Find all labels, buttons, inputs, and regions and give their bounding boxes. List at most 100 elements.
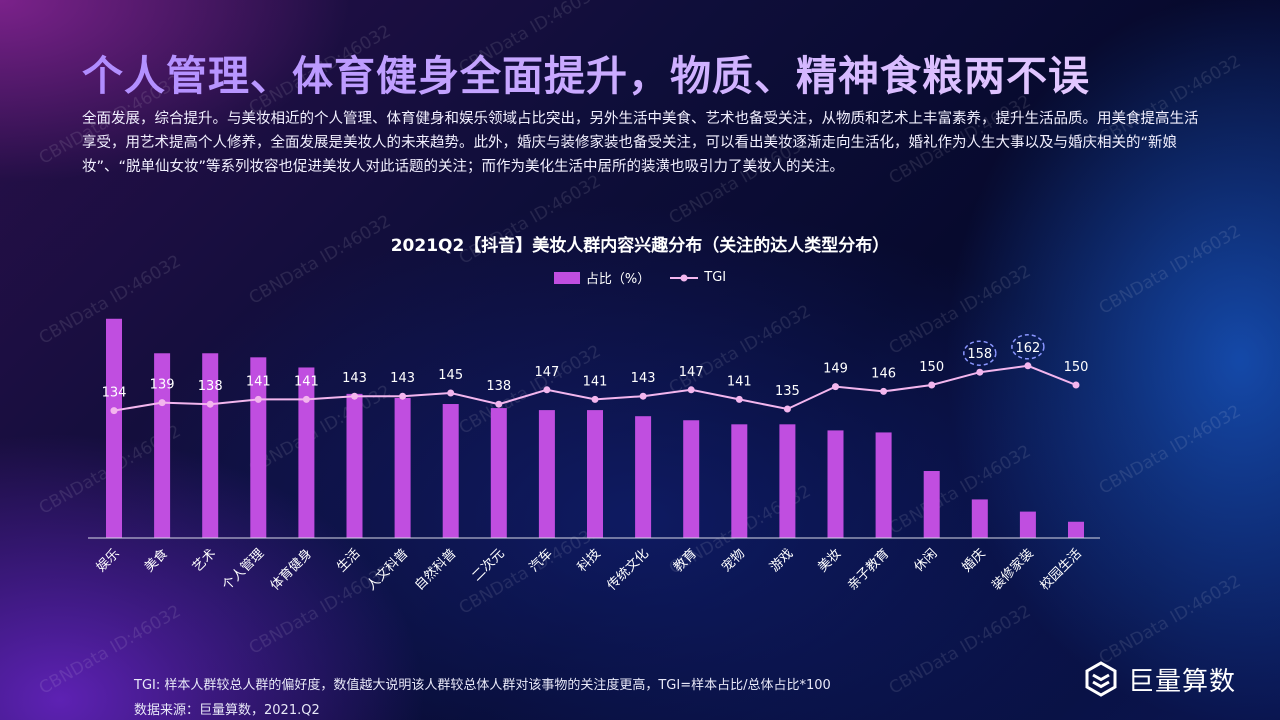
page-title: 个人管理、体育健身全面提升，物质、精神食粮两不误 bbox=[82, 42, 1090, 102]
category-label: 二次元 bbox=[469, 546, 508, 585]
tgi-data-label: 150 bbox=[1064, 360, 1089, 375]
category-label: 美食 bbox=[141, 546, 171, 576]
category-label: 生活 bbox=[334, 546, 363, 575]
tgi-point bbox=[254, 395, 262, 403]
category-label: 人文科普 bbox=[364, 546, 411, 593]
bar bbox=[779, 424, 796, 538]
tgi-point bbox=[351, 392, 358, 400]
highlight-ring bbox=[1011, 334, 1045, 360]
bar-line-chart: 134 139 138 141 141 143 143 145 138 147 141 143 147 1… bbox=[88, 318, 1100, 594]
tgi-data-label: 134 bbox=[102, 386, 127, 401]
bar bbox=[683, 420, 700, 538]
tgi-point bbox=[543, 386, 551, 394]
bar bbox=[346, 393, 363, 538]
tgi-footnote: TGI: 样本人群较总人群的偏好度，数值越大说明该人群较总体人群对该事物的关注度… bbox=[134, 678, 831, 693]
tgi-data-label: 162 bbox=[1015, 341, 1040, 356]
chart-title: 2021Q2【抖音】美妆人群内容兴趣分布（关注的达人类型分布） bbox=[390, 236, 890, 256]
bar bbox=[202, 353, 219, 538]
tgi-point bbox=[399, 392, 407, 400]
bar bbox=[971, 499, 988, 538]
legend-line-swatch bbox=[670, 274, 699, 281]
bar bbox=[875, 432, 892, 538]
bar bbox=[442, 404, 459, 538]
bar bbox=[731, 424, 748, 538]
legend-label-share: 占比（%） bbox=[585, 272, 651, 287]
tgi-point bbox=[976, 368, 984, 376]
tgi-data-label: 135 bbox=[775, 384, 800, 399]
category-label: 教育 bbox=[670, 546, 700, 576]
tgi-point bbox=[302, 395, 310, 403]
highlight-ring bbox=[963, 340, 997, 366]
category-label: 传统文化 bbox=[605, 546, 652, 593]
chart-legend: 占比（%） TGI bbox=[0, 268, 1280, 287]
tgi-data-label: 139 bbox=[150, 378, 175, 393]
legend-item-share: 占比（%） bbox=[553, 268, 651, 287]
tgi-point bbox=[591, 395, 599, 403]
tgi-data-label: 141 bbox=[294, 374, 319, 389]
tgi-point bbox=[110, 407, 118, 415]
tgi-point bbox=[1024, 362, 1032, 370]
category-label: 体育健身 bbox=[267, 546, 315, 594]
logo-text: 巨量算数 bbox=[1127, 666, 1236, 697]
tgi-data-label: 158 bbox=[967, 347, 992, 362]
page-description: 全面发展，综合提升。与美妆相近的个人管理、体育健身和娱乐领域占比突出，另外生活中… bbox=[82, 111, 1199, 175]
tgi-data-label: 141 bbox=[246, 374, 271, 389]
data-source: 数据来源：巨量算数，2021.Q2 bbox=[134, 703, 320, 718]
tgi-point bbox=[1072, 381, 1080, 389]
tgi-data-label: 147 bbox=[679, 365, 704, 380]
tgi-data-label: 150 bbox=[919, 360, 944, 375]
category-label: 美妆 bbox=[815, 546, 844, 575]
tgi-data-label: 138 bbox=[198, 379, 223, 394]
bar bbox=[635, 416, 652, 538]
category-label: 校园生活 bbox=[1037, 546, 1085, 594]
tgi-data-label: 141 bbox=[727, 374, 752, 389]
legend-label-tgi: TGI bbox=[704, 270, 727, 285]
bar bbox=[1068, 521, 1084, 538]
bar bbox=[538, 410, 555, 538]
tgi-data-label: 147 bbox=[534, 365, 559, 380]
bar bbox=[587, 410, 603, 538]
category-label: 游戏 bbox=[767, 546, 796, 575]
category-label: 宠物 bbox=[718, 546, 748, 576]
bar bbox=[827, 430, 844, 538]
tgi-data-label: 149 bbox=[823, 362, 848, 377]
tgi-data-label: 143 bbox=[631, 371, 656, 386]
tgi-data-label: 143 bbox=[390, 371, 415, 386]
category-label: 汽车 bbox=[526, 546, 556, 576]
tgi-point bbox=[158, 399, 166, 407]
bar bbox=[394, 397, 411, 538]
bar bbox=[154, 353, 171, 538]
category-label: 科技 bbox=[575, 546, 604, 575]
category-label: 娱乐 bbox=[94, 546, 123, 575]
category-label: 装修家装 bbox=[989, 546, 1037, 594]
category-label: 自然科普 bbox=[411, 546, 459, 594]
bar bbox=[298, 367, 315, 538]
tgi-point bbox=[928, 381, 936, 389]
category-label: 艺术 bbox=[190, 546, 219, 575]
bar bbox=[106, 318, 122, 538]
bar bbox=[490, 408, 507, 538]
legend-item-tgi: TGI bbox=[670, 268, 726, 287]
bar bbox=[250, 357, 267, 538]
layered-hexagon-logo-icon bbox=[1085, 661, 1117, 697]
bar bbox=[1019, 511, 1036, 538]
tgi-point bbox=[687, 386, 695, 394]
category-label: 婚庆 bbox=[960, 546, 989, 575]
tgi-point bbox=[832, 383, 839, 391]
category-label: 休闲 bbox=[912, 546, 941, 575]
tgi-data-label: 138 bbox=[486, 379, 511, 394]
legend-bar-swatch bbox=[553, 271, 580, 284]
category-label: 亲子教育 bbox=[844, 546, 892, 594]
tgi-point bbox=[447, 389, 455, 397]
bar bbox=[923, 471, 940, 538]
tgi-data-label: 141 bbox=[583, 374, 608, 389]
tgi-point bbox=[495, 400, 503, 408]
category-label: 个人管理 bbox=[220, 546, 267, 593]
tgi-point bbox=[639, 392, 647, 400]
tgi-data-label: 145 bbox=[438, 368, 463, 383]
tgi-point bbox=[735, 395, 743, 403]
tgi-point bbox=[206, 400, 214, 408]
tgi-data-label: 143 bbox=[342, 371, 367, 386]
tgi-point bbox=[783, 405, 791, 413]
tgi-data-label: 146 bbox=[871, 366, 896, 381]
